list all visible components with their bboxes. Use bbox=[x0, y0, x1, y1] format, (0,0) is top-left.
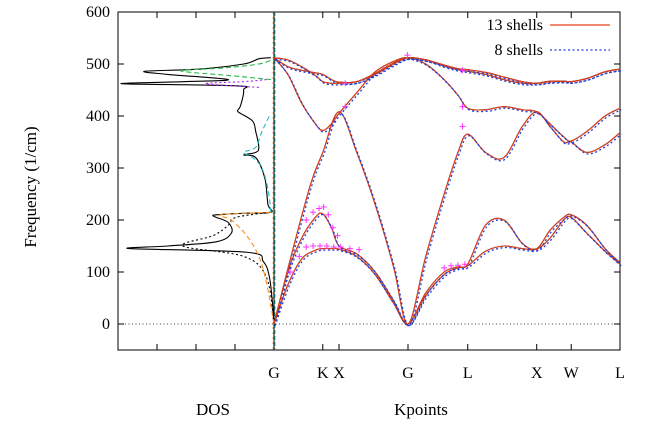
y-axis: 0 100 200 300 400 500 600 bbox=[86, 4, 620, 350]
band-5-black bbox=[273, 57, 621, 85]
data-marker bbox=[441, 264, 448, 271]
band-6-13-shells bbox=[273, 57, 621, 84]
data-marker bbox=[334, 232, 341, 239]
data-marker bbox=[346, 245, 353, 252]
y-tick-label: 0 bbox=[102, 316, 110, 333]
data-marker bbox=[303, 217, 310, 223]
data-marker bbox=[454, 262, 461, 269]
y-tick-label: 500 bbox=[86, 56, 110, 73]
data-marker bbox=[316, 243, 323, 249]
data-marker bbox=[316, 205, 323, 212]
k-tick-label: G bbox=[268, 365, 280, 382]
plot-frame bbox=[117, 11, 621, 351]
y-axis-label: Frequency (1/cm) bbox=[21, 126, 40, 247]
data-marker bbox=[459, 123, 466, 130]
data-marker bbox=[310, 209, 317, 216]
band-6-8-shells bbox=[275, 58, 622, 86]
dos-curve-3 bbox=[218, 211, 275, 325]
band-2-black bbox=[273, 212, 621, 325]
bands-panel bbox=[273, 57, 622, 327]
data-marker bbox=[287, 269, 294, 275]
data-marker bbox=[342, 103, 349, 110]
band-2-13-shells bbox=[273, 212, 621, 325]
data-marker bbox=[461, 261, 468, 268]
k-tick-label: G bbox=[402, 365, 414, 382]
data-marker bbox=[325, 211, 332, 218]
band-2-8-shells bbox=[274, 213, 622, 327]
plot-border bbox=[117, 11, 621, 351]
data-marker bbox=[320, 204, 327, 210]
data-marker bbox=[448, 262, 455, 269]
dos-label: DOS bbox=[196, 400, 230, 419]
k-tick-label: K bbox=[317, 365, 329, 382]
legend: 13 shells 8 shells bbox=[487, 17, 610, 59]
dos-panel bbox=[120, 57, 275, 325]
band-6-black bbox=[273, 57, 621, 84]
data-marker bbox=[337, 244, 344, 251]
y-tick-label: 300 bbox=[86, 160, 110, 177]
dos-curve-4 bbox=[243, 115, 272, 213]
data-marker bbox=[296, 253, 303, 260]
y-tick-label: 200 bbox=[86, 212, 110, 229]
data-marker bbox=[303, 244, 310, 251]
data-marker bbox=[459, 103, 466, 110]
y-tick-label: 400 bbox=[86, 108, 110, 125]
legend-label-8-shells: 8 shells bbox=[495, 42, 543, 59]
data-marker bbox=[323, 243, 330, 249]
k-tick-label: W bbox=[564, 365, 580, 382]
dos-curve-1 bbox=[120, 57, 275, 325]
data-marker bbox=[342, 80, 349, 87]
y-tick-label: 100 bbox=[86, 264, 110, 281]
data-marker bbox=[330, 244, 337, 251]
dos-curve-5 bbox=[180, 58, 275, 81]
k-tick-label: L bbox=[463, 365, 473, 382]
band-4-8-shells bbox=[274, 58, 622, 144]
k-tick-label: X bbox=[531, 365, 543, 382]
band-1-8-shells bbox=[274, 217, 622, 327]
band-5-13-shells bbox=[273, 57, 621, 85]
k-tick-label: X bbox=[333, 365, 345, 382]
data-marker bbox=[356, 246, 363, 253]
k-tick-label: L bbox=[615, 365, 625, 382]
marker-layer bbox=[287, 52, 468, 275]
kpoints-label: Kpoints bbox=[394, 400, 448, 419]
dos-curve-2 bbox=[181, 211, 275, 325]
data-marker bbox=[459, 67, 466, 74]
data-marker bbox=[310, 243, 317, 249]
data-marker bbox=[404, 52, 411, 59]
data-marker bbox=[329, 224, 336, 231]
band-4-13-shells bbox=[273, 57, 621, 142]
legend-label-13-shells: 13 shells bbox=[487, 17, 543, 34]
y-tick-label: 600 bbox=[86, 4, 110, 21]
dos-curve-6 bbox=[205, 79, 267, 88]
